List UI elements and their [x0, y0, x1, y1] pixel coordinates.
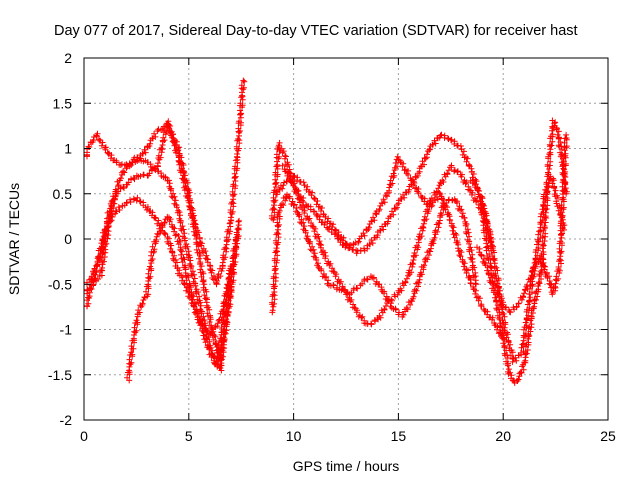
x-tick-label: 20: [495, 428, 511, 444]
series-points: [467, 173, 568, 365]
x-axis-label: GPS time / hours: [293, 458, 400, 474]
y-tick-label: -1.5: [48, 367, 72, 383]
y-tick-label: 1: [64, 141, 72, 157]
y-tick-label: -1: [60, 322, 73, 338]
series-s8: [269, 191, 479, 320]
chart-title: Day 077 of 2017, Sidereal Day-to-day VTE…: [54, 23, 578, 39]
x-tick-label: 0: [80, 428, 88, 444]
series-s9: [279, 153, 507, 342]
x-tick-label: 5: [185, 428, 193, 444]
x-tick-labels: 0 5 10 15 20 25: [80, 428, 616, 444]
y-axis-label: SDTVAR / TECUs: [6, 183, 22, 295]
series-points: [274, 131, 496, 257]
axis-ticks: [83, 57, 609, 421]
y-tick-label: 2: [64, 50, 72, 66]
series-points: [124, 213, 235, 384]
series-s5: [84, 194, 241, 337]
series-s12: [467, 173, 568, 365]
series-points: [279, 153, 507, 342]
x-tick-label: 15: [391, 428, 407, 444]
y-tick-label: 0.5: [53, 186, 73, 202]
y-tick-label: 0: [64, 231, 72, 247]
y-tick-label: -2: [60, 412, 73, 428]
series-points: [269, 191, 479, 320]
y-tick-label: 1.5: [53, 95, 73, 111]
x-tick-label: 25: [600, 428, 616, 444]
x-tick-label: 10: [286, 428, 302, 444]
data-marks: [84, 77, 570, 386]
series-s4: [124, 213, 235, 384]
y-tick-label: -0.5: [48, 276, 72, 292]
y-tick-labels: -2 -1.5 -1 -0.5 0 0.5 1 1.5 2: [48, 50, 72, 428]
series-s7: [274, 131, 496, 257]
series-points: [84, 194, 241, 337]
grid: [84, 58, 608, 420]
